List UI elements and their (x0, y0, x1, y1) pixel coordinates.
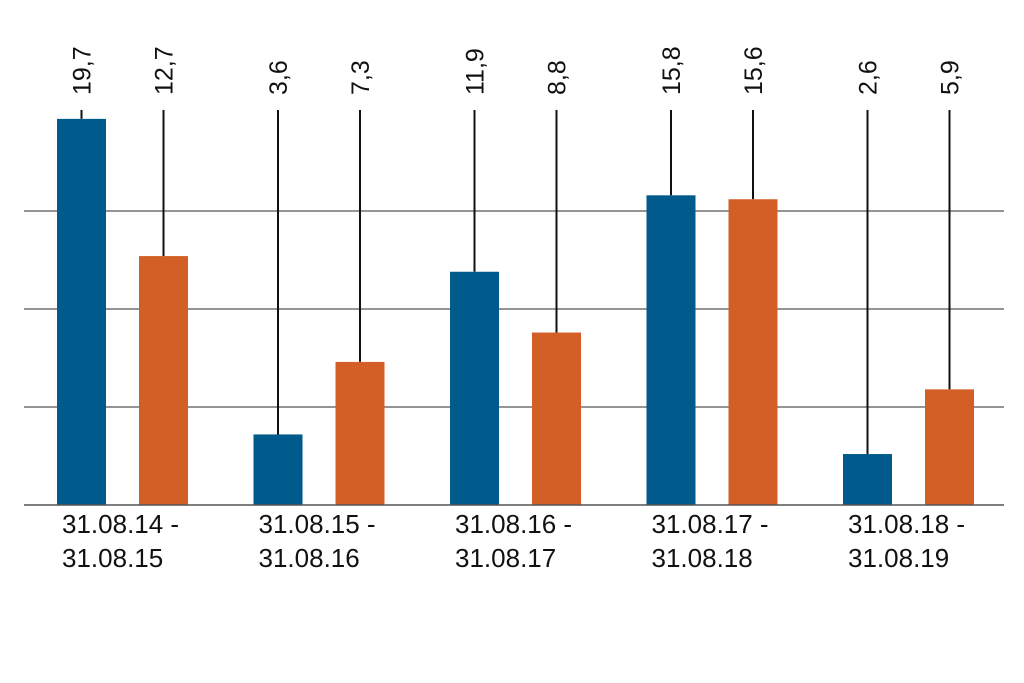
category-label-1-line-1: 31.08.14 - (62, 509, 179, 539)
category-label-5-line-1: 31.08.18 - (848, 509, 965, 539)
value-label-2-2: 7,3 (347, 60, 375, 95)
bar-4-series-1 (646, 195, 696, 505)
category-label-5-line-2: 31.08.19 (848, 543, 949, 573)
bar-3-series-1 (450, 271, 499, 505)
category-labels: 31.08.14 - 31.08.15 31.08.15 - 31.08.16 31.0… (62, 509, 965, 573)
category-label-1-line-2: 31.08.15 (62, 543, 163, 573)
category-label-3-line-2: 31.08.17 (455, 543, 556, 573)
value-label-2-1: 3,6 (265, 60, 293, 95)
bar-2-series-1 (253, 434, 303, 505)
bar-3-series-2 (532, 332, 581, 505)
value-leader-lines (80, 110, 951, 455)
bar-1-series-1 (57, 118, 106, 505)
value-labels: 19,7 12,7 3,6 7,3 11,9 8,8 15,8 15,6 2,6 5,9 (69, 46, 965, 95)
bar-5-series-1 (843, 454, 892, 505)
category-label-2-line-1: 31.08.15 - (259, 509, 376, 539)
category-label-3-line-1: 31.08.16 - (455, 509, 572, 539)
bar-1-series-2 (139, 256, 188, 505)
bars (57, 118, 974, 506)
category-label-2-line-2: 31.08.16 (259, 543, 360, 573)
value-label-5-2: 5,9 (937, 60, 965, 95)
value-label-1-1: 19,7 (69, 46, 97, 95)
category-label-4-line-2: 31.08.18 (652, 543, 753, 573)
bar-2-series-2 (335, 361, 385, 505)
value-label-3-2: 8,8 (544, 60, 572, 95)
value-label-1-2: 12,7 (151, 46, 179, 95)
value-label-4-1: 15,8 (658, 46, 686, 95)
bar-4-series-2 (728, 199, 778, 506)
bar-5-series-2 (925, 389, 974, 505)
value-label-5-1: 2,6 (855, 60, 883, 95)
value-label-4-2: 15,6 (740, 46, 768, 95)
category-label-4-line-1: 31.08.17 - (652, 509, 769, 539)
value-label-3-1: 11,9 (462, 48, 490, 95)
